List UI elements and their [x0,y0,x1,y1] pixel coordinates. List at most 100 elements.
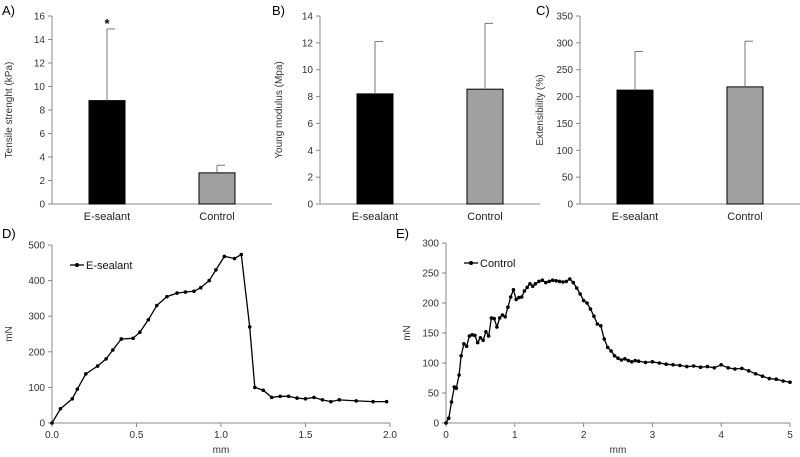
data-point [232,256,237,261]
data-point [547,279,551,284]
data-point [537,279,541,284]
bar [616,89,654,205]
data-point [571,280,576,285]
y-tick-label: 300 [422,239,439,250]
data-point [705,364,710,369]
legend-marker [75,263,79,267]
data-point [767,376,772,381]
data-point [557,279,562,284]
data-point [119,337,124,341]
data-point [774,377,779,382]
data-point [528,282,532,286]
panel-b: B) 0 2 4 6 8 10 12 14 Young modulus (Mpa) E-sealan… [272,3,540,223]
y-tick-label: 14 [34,35,46,46]
data-point [481,338,485,343]
data-point [629,360,634,364]
y-tick-label: 100 [556,146,573,157]
x-tick-label: 0 [443,430,449,441]
y-tick-label: 0 [39,200,45,211]
x-tick-label: 0.0 [45,430,59,441]
data-point [781,379,785,383]
y-tick-label: 14 [302,12,314,23]
data-point [574,286,579,290]
y-tick-label: 200 [422,299,439,310]
legend-label: Control [480,258,515,270]
y-tick-label: 150 [422,329,439,340]
y-tick-label: 2 [39,176,45,187]
y-tick-label: 4 [307,146,313,157]
data-point [484,330,488,334]
y-axis-label: Extensibility (%) [535,74,546,145]
data-point [726,366,730,370]
data-point [740,366,744,371]
y-tick-label: 16 [34,12,46,23]
panel-a: A) 0 2 4 6 8 10 12 14 16 Tensile strenght (kPa) * E-… [2,3,272,223]
data-point [643,360,648,365]
x-axis-label: mm [610,445,627,456]
y-tick-label: 12 [302,38,314,49]
y-tick-label: 400 [28,276,45,287]
data-point [239,252,244,257]
panel-label: B) [272,3,285,18]
y-tick-label: 300 [556,38,573,49]
data-point [522,289,527,293]
data-point [760,374,765,379]
x-tick-label: 1 [512,430,518,441]
data-point [207,278,211,283]
data-point [464,344,469,349]
panel-c: C) 0 50 100 150 200 250 300 350 Extensibility (%)… [535,3,800,223]
data-point [671,363,675,367]
y-tick-label: 0 [39,419,45,430]
data-point [58,406,63,411]
data-point [478,336,483,340]
data-point [619,358,624,362]
y-tick-label: 10 [302,65,314,76]
x-tick-label: 3 [650,430,656,441]
x-tick-label: 1.5 [299,430,313,441]
data-point [467,334,472,338]
data-point [525,285,529,290]
data-point [384,399,389,404]
data-point [533,282,538,286]
bar [726,86,764,205]
y-axis-label: mN [402,325,413,341]
significance-marker: * [104,16,110,31]
legend-label: E-sealant [86,260,132,272]
data-point [712,366,717,370]
data-point [70,396,75,401]
data-point [295,396,299,400]
y-tick-label: 300 [28,312,45,323]
data-point [564,279,569,284]
data-point [138,330,142,335]
data-point [612,354,617,358]
data-point [337,398,342,402]
data-point [554,279,558,283]
data-point [497,316,502,320]
series-line [445,278,791,424]
data-point [492,316,496,321]
y-tick-label: 0 [567,200,573,211]
y-axis-label: mN [4,326,15,342]
data-point [633,358,637,363]
y-tick-label: 8 [39,106,45,117]
data-point [623,357,627,361]
data-point [540,278,545,283]
data-point [104,357,108,361]
data-point [508,295,513,299]
x-tick-label: 5 [787,430,793,441]
data-point [530,284,535,289]
y-tick-label: 100 [28,383,45,394]
data-point [111,348,115,352]
data-point [131,336,135,341]
data-point [312,395,316,400]
y-tick-label: 250 [556,65,573,76]
data-point [746,369,751,373]
y-tick-label: 500 [28,241,45,252]
data-point [214,268,218,272]
data-point [475,340,480,345]
data-point [664,362,668,367]
data-point [329,399,333,404]
panel-label: D) [2,226,16,241]
category-label: E-sealant [84,211,130,223]
